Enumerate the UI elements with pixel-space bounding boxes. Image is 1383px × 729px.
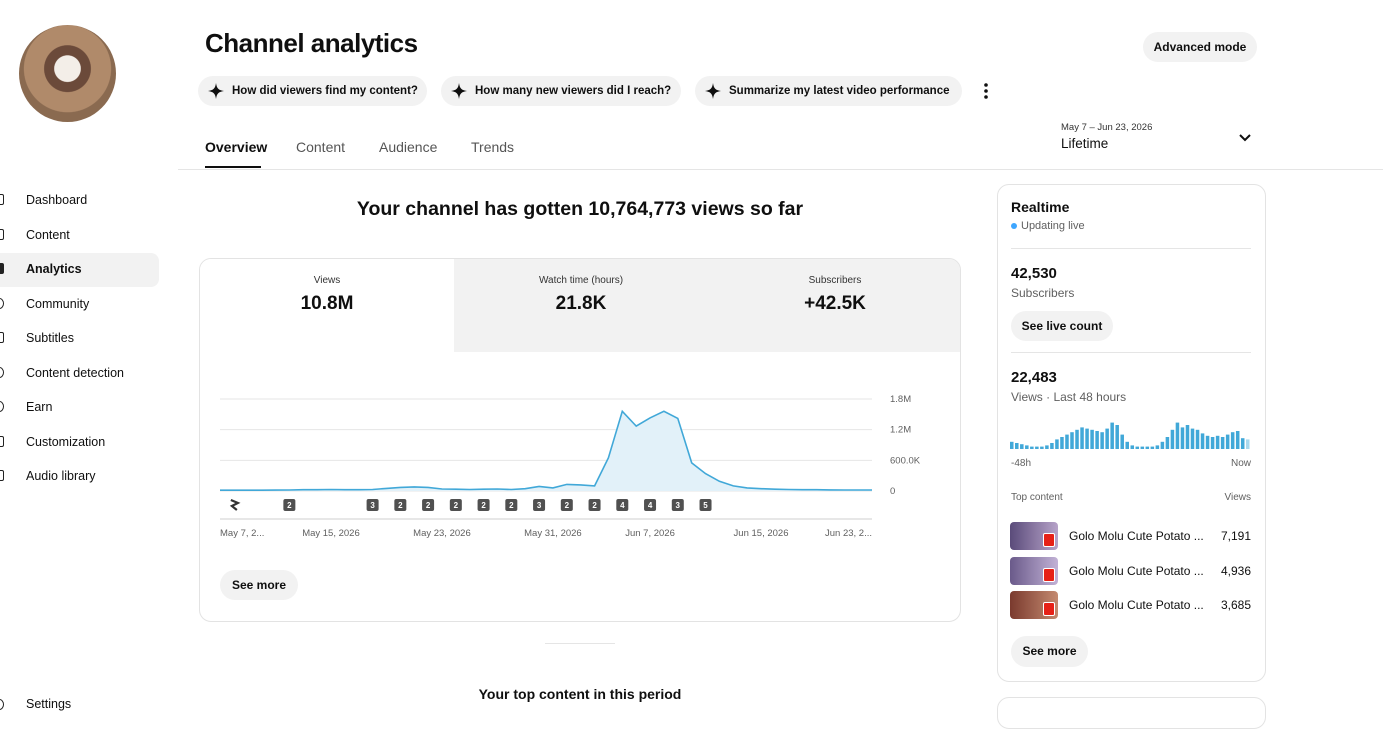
realtime-title: Realtime bbox=[1011, 199, 1070, 215]
subscriber-label: Subscribers bbox=[1011, 286, 1075, 300]
prompt-chip[interactable]: How did viewers find my content? bbox=[198, 76, 427, 106]
content-title[interactable]: Golo Molu Cute Potato ... bbox=[1069, 564, 1204, 578]
nav-icon bbox=[0, 194, 4, 205]
nav-icon bbox=[0, 699, 4, 710]
metric-label: Watch time (hours) bbox=[538, 275, 624, 286]
sparkle-icon bbox=[705, 83, 721, 99]
next-card bbox=[997, 697, 1266, 729]
nav-icon bbox=[0, 470, 4, 481]
nav-item[interactable]: Community bbox=[26, 297, 90, 311]
nav-item[interactable]: Subtitles bbox=[26, 331, 74, 345]
nav-item[interactable]: Audio library bbox=[26, 469, 96, 483]
avatar[interactable] bbox=[19, 25, 116, 122]
page: Dashboard Content Analytics Community Su… bbox=[0, 25, 1383, 729]
mini-chart-end: Now bbox=[1230, 458, 1251, 469]
thumbnail[interactable] bbox=[1010, 557, 1058, 585]
views-count: 22,483 bbox=[1011, 369, 1057, 386]
subscriber-count: 42,530 bbox=[1011, 265, 1057, 282]
content-title[interactable]: Golo Molu Cute Potato ... bbox=[1069, 529, 1204, 543]
divider bbox=[1011, 248, 1251, 249]
live-count-button[interactable]: See live count bbox=[1011, 311, 1113, 341]
metric-tab[interactable]: Views 10.8M bbox=[200, 259, 454, 352]
sparkle-icon bbox=[451, 83, 467, 99]
section-title: Your top content in this period bbox=[478, 686, 682, 702]
prompt-chip[interactable]: Summarize my latest video performance bbox=[695, 76, 962, 106]
tab[interactable]: Audience bbox=[379, 139, 438, 155]
thumbnail[interactable] bbox=[1010, 522, 1058, 550]
metric-value: +42.5K bbox=[804, 293, 866, 314]
divider bbox=[1011, 352, 1251, 353]
more-menu[interactable] bbox=[982, 82, 990, 100]
section-divider bbox=[545, 643, 615, 644]
nav-item[interactable]: Content detection bbox=[26, 366, 124, 380]
prompt-chip[interactable]: How many new viewers did I reach? bbox=[441, 76, 681, 106]
realtime-see-more[interactable]: See more bbox=[1011, 636, 1088, 667]
nav-icon bbox=[0, 332, 4, 343]
nav-item[interactable]: Earn bbox=[26, 400, 53, 414]
tab[interactable]: Overview bbox=[205, 139, 268, 155]
top-content-label: Top content bbox=[1011, 492, 1063, 503]
mini-chart-start: -48h bbox=[1011, 458, 1032, 469]
tab-underline bbox=[205, 166, 261, 168]
date-chevron[interactable] bbox=[1238, 133, 1252, 143]
views-label: Views · Last 48 hours bbox=[1011, 390, 1127, 404]
prompt-text: How many new viewers did I reach? bbox=[475, 85, 672, 97]
prompt-text: How did viewers find my content? bbox=[232, 85, 418, 97]
content-views: 7,191 bbox=[1220, 529, 1251, 543]
nav-icon bbox=[0, 401, 4, 412]
header-divider bbox=[178, 169, 1383, 170]
thumbnail[interactable] bbox=[1010, 591, 1058, 619]
nav-icon bbox=[0, 367, 4, 378]
live-dot bbox=[1011, 223, 1017, 229]
content-views: 4,936 bbox=[1220, 564, 1251, 578]
chart-card: Views 10.8M Watch time (hours) 21.8K Subsc… bbox=[199, 258, 961, 622]
metric-tab[interactable]: Watch time (hours) 21.8K bbox=[454, 259, 709, 352]
page-title: Channel analytics bbox=[205, 28, 418, 58]
tab[interactable]: Trends bbox=[471, 139, 515, 155]
advanced-mode-button[interactable]: Advanced mode bbox=[1143, 32, 1257, 62]
metric-label: Subscribers bbox=[808, 275, 862, 286]
metric-value: 10.8M bbox=[300, 293, 354, 314]
nav-item[interactable]: Settings bbox=[26, 697, 72, 711]
date-range[interactable]: May 7 – Jun 23, 2026 bbox=[1061, 122, 1153, 133]
realtime-status: Updating live bbox=[1021, 220, 1085, 232]
nav-icon bbox=[0, 298, 4, 309]
period[interactable]: Lifetime bbox=[1061, 136, 1109, 151]
see-more-button[interactable]: See more bbox=[220, 570, 298, 600]
nav-icon bbox=[0, 263, 4, 274]
views-column-label: Views bbox=[1224, 492, 1252, 503]
metric-label: Views bbox=[313, 275, 341, 286]
metric-value: 21.8K bbox=[555, 293, 607, 314]
nav-icon bbox=[0, 229, 4, 240]
nav-icon bbox=[0, 436, 4, 447]
prompt-text: Summarize my latest video performance bbox=[729, 85, 950, 97]
nav-item[interactable]: Analytics bbox=[26, 262, 82, 276]
nav-item[interactable]: Dashboard bbox=[26, 193, 88, 207]
nav-item[interactable]: Customization bbox=[26, 435, 106, 449]
active-nav-bg bbox=[0, 253, 159, 287]
content-views: 3,685 bbox=[1220, 598, 1251, 612]
metric-tab[interactable]: Subscribers +42.5K bbox=[708, 259, 960, 352]
sparkle-icon bbox=[208, 83, 224, 99]
realtime-card bbox=[997, 184, 1266, 682]
summary: Your channel has gotten 10,764,773 views… bbox=[356, 198, 804, 220]
tab[interactable]: Content bbox=[296, 139, 346, 155]
content-title[interactable]: Golo Molu Cute Potato ... bbox=[1069, 598, 1204, 612]
nav-item[interactable]: Content bbox=[26, 228, 70, 242]
